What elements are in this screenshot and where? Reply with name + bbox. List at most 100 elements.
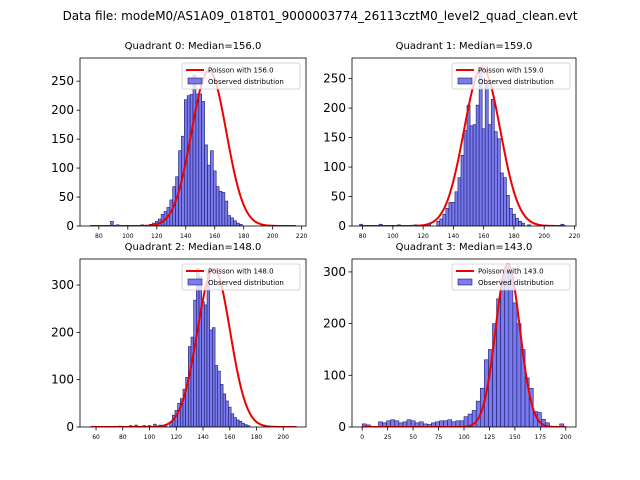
histogram-bar xyxy=(230,217,234,226)
histogram-bar xyxy=(490,98,495,226)
figure-suptitle: Data file: modeM0/AS1A09_018T01_90000037… xyxy=(63,9,578,23)
y-tick-label: 100 xyxy=(51,373,74,387)
histogram-bar xyxy=(207,164,211,226)
x-tick-label: 180 xyxy=(251,434,263,441)
x-tick-label: 100 xyxy=(144,434,156,441)
histogram-bar xyxy=(217,370,221,427)
histogram-bar xyxy=(445,208,450,226)
histogram-bar xyxy=(218,190,223,226)
y-tick-label: 250 xyxy=(323,72,346,86)
y-tick-label: 300 xyxy=(51,278,74,292)
x-tick-label: 200 xyxy=(278,434,290,441)
histogram-bar xyxy=(212,327,216,427)
y-tick-label: 0 xyxy=(66,219,74,233)
histogram-bar xyxy=(439,218,444,226)
quadrant-0-title: Quadrant 0: Median=156.0 xyxy=(125,41,262,52)
histogram-bar xyxy=(454,191,459,226)
y-tick-label: 300 xyxy=(323,265,346,279)
x-tick-label: 200 xyxy=(560,434,572,441)
histogram-bar xyxy=(472,124,477,226)
x-tick-label: 220 xyxy=(569,233,581,240)
histogram-bar xyxy=(241,422,245,427)
histogram-bar xyxy=(487,124,492,226)
histogram-bar xyxy=(504,266,510,427)
histogram-bar xyxy=(496,138,501,226)
histogram-bar xyxy=(500,172,504,226)
histogram-bar xyxy=(196,268,200,427)
histogram-bar xyxy=(239,223,243,226)
quadrant-3-axes: Quadrant 3: Median=143.0 0 100 200 300 0 25 50 7… xyxy=(323,242,577,441)
legend-bar-swatch xyxy=(187,77,203,85)
x-tick-label: 180 xyxy=(238,233,250,240)
x-tick-label: 100 xyxy=(387,233,399,240)
histogram-bar xyxy=(457,177,462,226)
y-tick-label: 100 xyxy=(51,161,74,175)
histogram-bar xyxy=(236,222,240,226)
x-tick-label: 80 xyxy=(95,233,103,240)
histogram-bar xyxy=(204,304,208,427)
histogram-bar xyxy=(442,213,447,226)
y-tick-label: 200 xyxy=(51,325,74,339)
legend-box xyxy=(181,263,301,291)
x-tick-label: 200 xyxy=(538,233,550,240)
histogram-bar xyxy=(515,218,519,226)
x-tick-label: 50 xyxy=(409,434,417,441)
x-tick-label: 150 xyxy=(509,434,521,441)
histogram-bar xyxy=(503,177,507,226)
histogram-bar xyxy=(469,125,474,226)
x-tick-label: 160 xyxy=(224,434,236,441)
histogram-bar xyxy=(238,421,243,427)
histogram-bar xyxy=(475,104,480,226)
y-tick-label: 150 xyxy=(51,132,74,146)
legend-bar-swatch xyxy=(187,278,203,286)
histogram-bar xyxy=(481,128,486,226)
legend-label-observed: Observed distribution xyxy=(208,279,284,287)
histogram-bar xyxy=(436,220,441,226)
histogram-bar xyxy=(559,423,565,427)
histogram-bar xyxy=(512,302,518,427)
y-tick-label: 200 xyxy=(323,101,346,115)
histogram-bar xyxy=(512,213,516,226)
histogram-bar xyxy=(233,417,237,427)
histogram-bar xyxy=(447,419,453,427)
quadrant-1-legend: Poisson with 159.0 Observed distribution xyxy=(451,62,571,90)
x-tick-label: 200 xyxy=(267,233,279,240)
x-tick-label: 160 xyxy=(209,233,221,240)
x-tick-label: 175 xyxy=(535,434,547,441)
histogram-bar xyxy=(206,270,211,427)
histogram-bar xyxy=(204,144,208,226)
histogram-bar xyxy=(233,220,237,226)
histogram-bar xyxy=(230,413,235,427)
histogram-bar xyxy=(246,425,251,427)
quadrant-0-legend: Poisson with 156.0 Observed distribution xyxy=(181,62,301,90)
x-tick-label: 100 xyxy=(458,434,470,441)
x-tick-label: 80 xyxy=(119,434,127,441)
histogram-bar xyxy=(500,279,506,427)
histogram-bar xyxy=(448,202,453,226)
y-tick-label: 200 xyxy=(323,317,346,331)
poisson-fit-line xyxy=(90,69,296,226)
histogram-bar xyxy=(201,301,205,427)
x-tick-label: 0 xyxy=(360,434,364,441)
y-tick-label: 150 xyxy=(323,131,346,145)
x-tick-label: 75 xyxy=(435,434,443,441)
histogram-bar xyxy=(236,419,240,427)
histogram-bar xyxy=(214,365,219,427)
y-tick-label: 0 xyxy=(338,420,346,434)
histogram-bar xyxy=(195,93,200,226)
x-tick-label: 25 xyxy=(384,434,392,441)
x-tick-label: 160 xyxy=(478,233,490,240)
histogram-bar xyxy=(406,419,412,427)
quadrant-0-data xyxy=(90,69,296,226)
y-tick-label: 50 xyxy=(331,190,346,204)
x-tick-label: 60 xyxy=(92,434,100,441)
legend-label-observed: Observed distribution xyxy=(478,78,554,86)
histogram-bar xyxy=(220,384,224,427)
histogram-bar xyxy=(186,95,191,226)
y-tick-label: 200 xyxy=(51,103,74,117)
histogram-bar xyxy=(508,271,514,427)
quadrant-2-axes: Quadrant 2: Median=148.0 0 100 200 300 60 80 10… xyxy=(51,242,307,441)
histogram-bar xyxy=(460,154,465,226)
histogram-bar xyxy=(215,186,220,226)
histogram-bar xyxy=(224,200,229,226)
